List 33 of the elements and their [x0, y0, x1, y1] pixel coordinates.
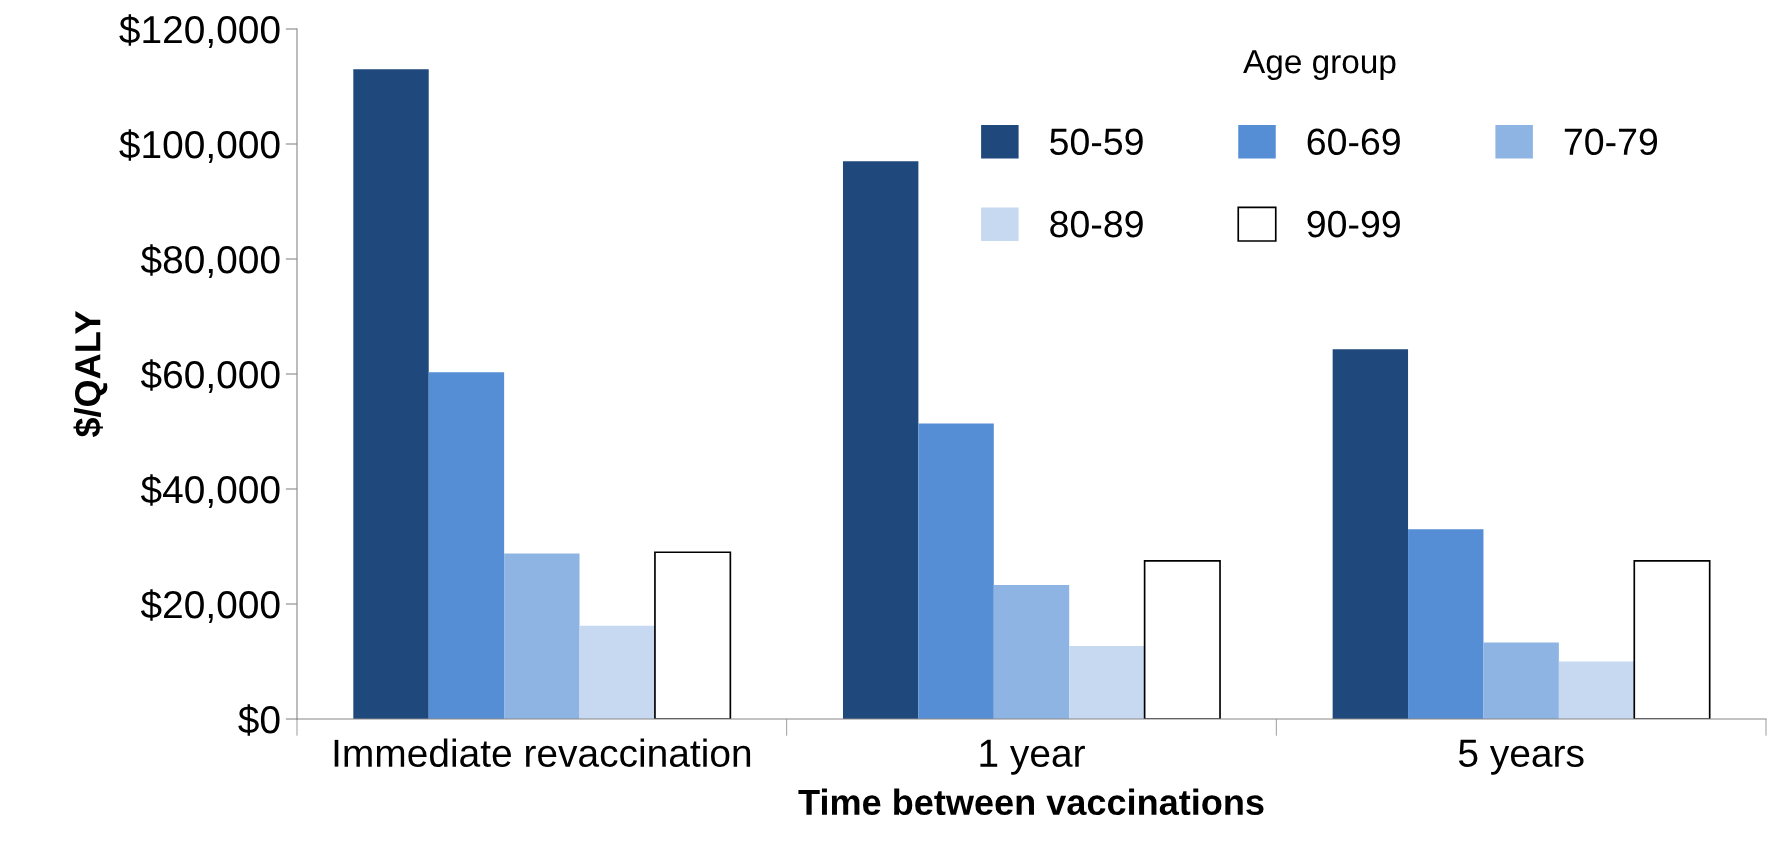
y-tick-label: $80,000 [140, 244, 280, 279]
bar [842, 161, 919, 719]
y-tick-label: $0 [238, 704, 280, 736]
bar [504, 553, 580, 719]
bar [1633, 560, 1711, 719]
legend-label: 80-89 [1050, 210, 1143, 238]
legend-label: 70-79 [1564, 128, 1658, 156]
x-tick-label: 5 years [1458, 739, 1584, 775]
y-tick-label: $60,000 [140, 359, 280, 394]
bar [1332, 349, 1409, 719]
y-tick-label: $100,000 [119, 129, 280, 164]
y-tick-label: $20,000 [140, 589, 280, 624]
x-tick-label: 1 year [980, 739, 1085, 775]
bar [428, 372, 505, 719]
bar [1143, 560, 1221, 719]
legend-label: 90-99 [1307, 210, 1400, 238]
x-tick-label: Immediate revaccination [334, 738, 751, 768]
bar [993, 585, 1070, 719]
legend-title: Age group [1243, 50, 1396, 81]
bar [579, 625, 655, 719]
legend-label: 60-69 [1307, 128, 1400, 156]
y-tick-label: $40,000 [140, 474, 280, 509]
bar [1558, 661, 1635, 719]
y-tick-label: $120,000 [119, 14, 280, 49]
bar [1069, 645, 1145, 719]
legend-label: 50-59 [1050, 128, 1143, 156]
bar [918, 423, 994, 719]
bar [1408, 529, 1484, 719]
bar [353, 69, 429, 719]
bar [1483, 642, 1559, 719]
bar [654, 551, 732, 719]
y-axis-title: $/QALY [73, 311, 108, 438]
x-axis-title: Time between vaccinations [798, 788, 1264, 816]
